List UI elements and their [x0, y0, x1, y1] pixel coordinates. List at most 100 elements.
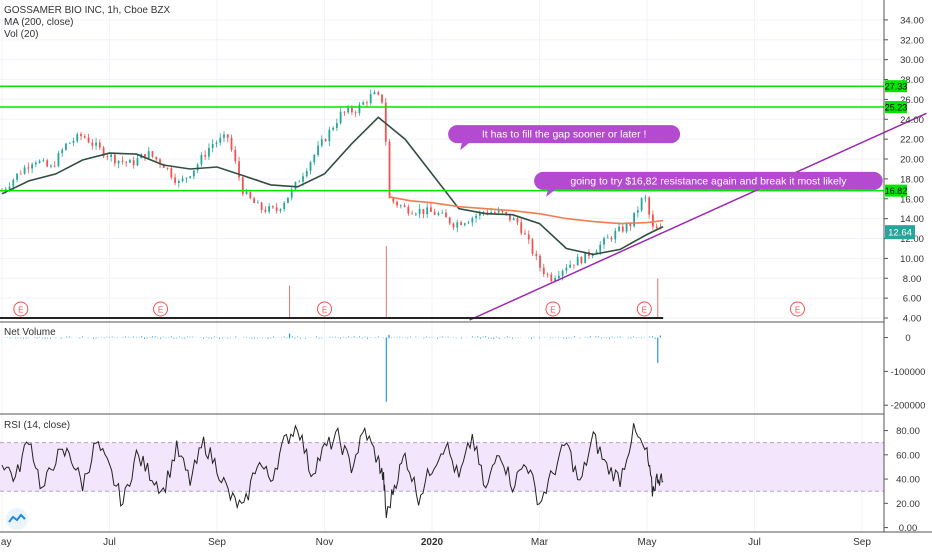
candle-body	[219, 137, 222, 143]
candle-body	[557, 275, 560, 279]
candle-body	[655, 226, 658, 229]
trendline	[469, 112, 927, 321]
candle-body	[505, 211, 508, 214]
net-volume-tick-label: -200000	[891, 401, 926, 412]
candle-body	[550, 274, 553, 282]
candle-body	[38, 160, 41, 163]
candle-body	[234, 149, 237, 162]
candle-body	[595, 251, 598, 255]
candle-body	[294, 181, 297, 190]
candle-body	[181, 178, 184, 182]
price-tick-label: 22.00	[900, 135, 924, 146]
annotation-text: It has to fill the gap sooner or later !	[482, 129, 647, 141]
candle-body	[65, 143, 67, 150]
candle-body	[535, 253, 538, 256]
candle-body	[606, 237, 609, 239]
price-tick-label: 14.00	[900, 214, 924, 225]
candle-body	[335, 123, 338, 128]
price-tick-label: 10.00	[900, 254, 924, 265]
candle-body	[313, 154, 316, 163]
candle-body	[31, 164, 33, 169]
candle-body	[208, 147, 210, 157]
candle-body	[185, 177, 188, 179]
net-volume-tick-label: -100000	[891, 367, 926, 378]
rsi-tick-label: 0.00	[899, 523, 918, 534]
candle-body	[475, 215, 477, 219]
candle-body	[460, 222, 462, 225]
price-tick-label: 6.00	[903, 294, 922, 305]
rsi-band-layer	[0, 442, 884, 492]
rsi-tick-label: 40.00	[896, 475, 920, 486]
candle-body	[403, 205, 406, 207]
candle-body	[478, 212, 481, 216]
candles-group	[1, 89, 662, 283]
candle-body	[279, 209, 282, 211]
rsi-legend[interactable]: RSI (14, close)	[4, 420, 70, 431]
candle-body	[136, 158, 139, 166]
candle-body	[411, 213, 414, 215]
price-tick-label: 30.00	[900, 55, 924, 66]
orange-average-line	[388, 196, 664, 225]
candle-body	[354, 112, 357, 114]
candle-body	[57, 153, 60, 167]
candle-body	[226, 134, 229, 138]
axis-layer: May Jul Sep Nov 2020 Mar May Jul Sep 4.00 6.00 8.00…	[0, 15, 925, 548]
price-tick-label: 28.00	[900, 75, 924, 86]
candle-body	[53, 165, 56, 167]
candle-body	[591, 254, 594, 257]
candle-body	[561, 270, 564, 276]
candle-body	[430, 207, 432, 212]
candle-body	[8, 186, 11, 190]
candle-body	[324, 139, 327, 142]
candle-body	[573, 264, 575, 266]
price-tick-label: 26.00	[900, 95, 924, 106]
candle-body	[648, 197, 651, 215]
candle-body	[448, 217, 451, 224]
annotation-pointer	[546, 188, 557, 197]
candle-body	[625, 223, 628, 232]
candle-body	[610, 237, 613, 240]
earnings-marker-label: E	[158, 306, 163, 315]
earnings-marker-label: E	[322, 306, 327, 315]
candle-body	[192, 170, 195, 177]
candle-body	[358, 104, 361, 114]
candle-body	[445, 212, 447, 218]
price-tick-label: 24.00	[900, 115, 924, 126]
candle-body	[437, 213, 440, 215]
earnings-marker-label: E	[642, 306, 647, 315]
candle-body	[129, 160, 131, 163]
candle-body	[542, 267, 545, 275]
candle-body	[599, 244, 602, 252]
candle-body	[91, 142, 94, 146]
candle-body	[238, 161, 240, 178]
candle-body	[399, 205, 402, 207]
candle-body	[351, 107, 353, 113]
volume-legend[interactable]: Vol (20)	[4, 29, 38, 40]
candle-body	[117, 160, 120, 164]
price-tick-label: 34.00	[900, 15, 924, 26]
ma-legend[interactable]: MA (200, close)	[4, 17, 73, 28]
price-tick-label: 12.00	[900, 234, 924, 245]
candle-body	[396, 201, 398, 206]
candle-body	[155, 156, 158, 160]
level-badge	[885, 101, 907, 114]
candle-body	[486, 212, 489, 214]
candle-body	[636, 210, 639, 213]
candle-body	[61, 149, 64, 154]
candle-body	[621, 226, 624, 232]
time-tick-label: Sep	[208, 537, 226, 548]
candle-body	[170, 168, 173, 178]
net-volume-legend[interactable]: Net Volume	[4, 327, 56, 338]
candle-body	[347, 107, 350, 113]
candle-body	[512, 218, 515, 221]
candle-body	[189, 176, 192, 178]
candle-body	[509, 213, 511, 221]
candle-body	[366, 102, 368, 104]
candle-body	[546, 274, 549, 275]
candle-body	[603, 238, 605, 245]
tradingview-logo-icon[interactable]	[6, 508, 28, 530]
price-tick-label: 16.00	[900, 194, 924, 205]
annotation-text: going to try $16,82 resistance again and…	[570, 175, 847, 187]
